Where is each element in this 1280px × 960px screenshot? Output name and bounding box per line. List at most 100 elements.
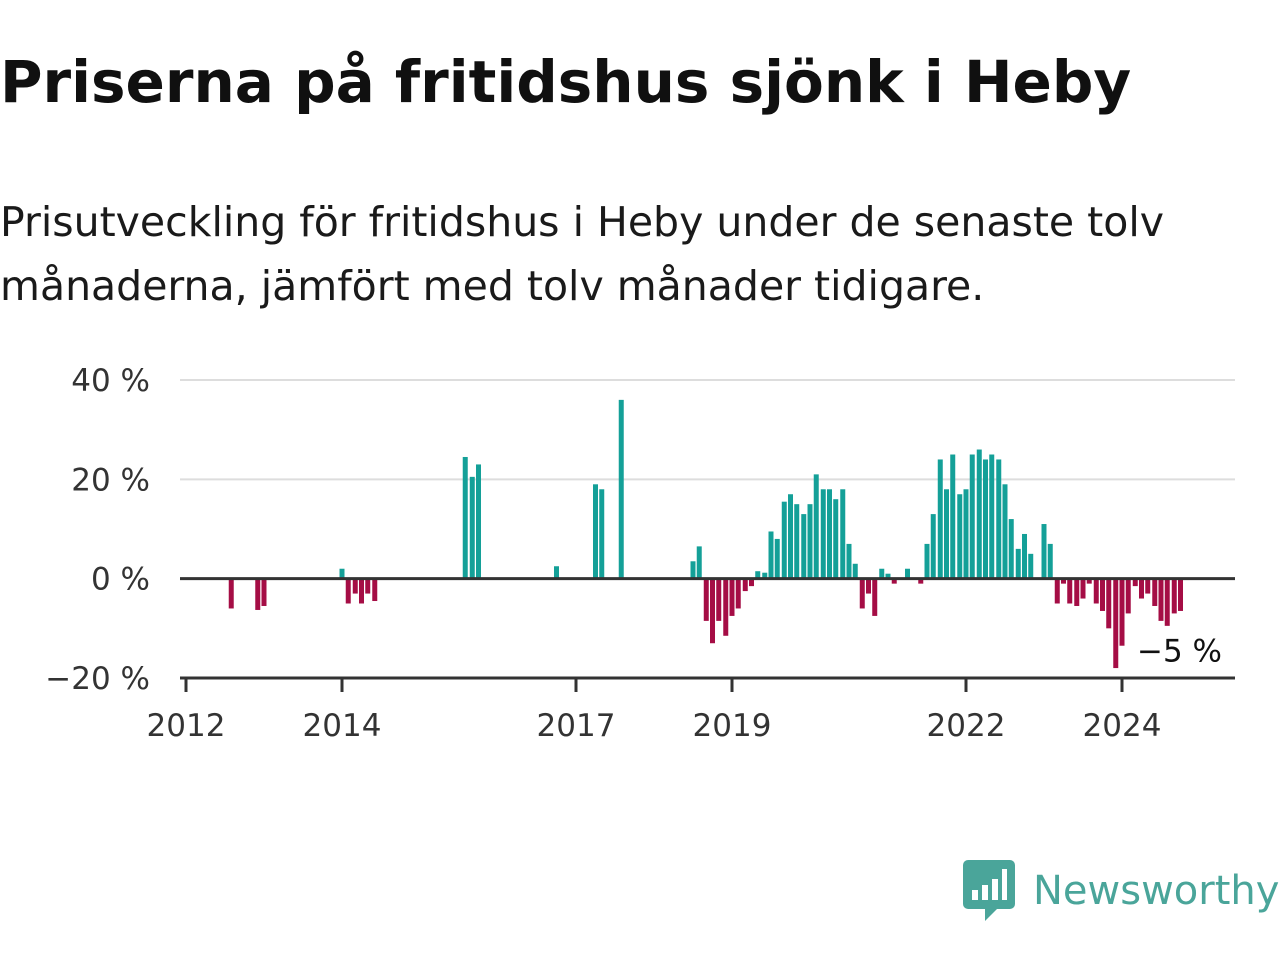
y-tick-label: −20 % (45, 661, 150, 697)
bar (768, 531, 774, 579)
bar (1152, 578, 1158, 606)
bar (261, 578, 267, 606)
bar (742, 578, 748, 592)
chart-title: Priserna på fritidshus sjönk i Heby (0, 48, 1132, 116)
bar (872, 578, 878, 616)
bar (1015, 548, 1021, 579)
bar (801, 514, 807, 579)
bar (723, 578, 729, 636)
bar (885, 573, 891, 579)
newsworthy-logo: Newsworthy (963, 860, 1279, 922)
bar (918, 578, 924, 584)
x-tick-label: 2012 (147, 708, 226, 744)
bar (554, 566, 559, 579)
bar (983, 459, 988, 579)
bar (729, 578, 735, 616)
bar (1028, 553, 1034, 579)
bar (1054, 578, 1060, 604)
bar (1041, 524, 1047, 579)
bar (255, 578, 261, 610)
bars (228, 399, 1183, 669)
bar (820, 489, 826, 579)
bar (1061, 578, 1066, 584)
bar (976, 449, 982, 579)
bar (1047, 543, 1053, 579)
bar (827, 489, 832, 579)
bar (1067, 578, 1073, 604)
bar (716, 578, 722, 621)
bar (846, 543, 852, 579)
bar (1022, 533, 1027, 579)
y-tick-label: 20 % (71, 462, 150, 498)
bar (749, 578, 754, 587)
bar (755, 571, 761, 579)
bar (476, 464, 481, 579)
bar (996, 459, 1002, 579)
newsworthy-chart-icon (963, 860, 1015, 921)
bar (1002, 484, 1008, 579)
bar (1132, 578, 1138, 587)
bar (365, 578, 371, 594)
latest-value-label: −5 % (1137, 634, 1222, 670)
bar (794, 504, 800, 579)
bar (1139, 578, 1144, 599)
bar (833, 499, 839, 579)
bar (924, 543, 930, 579)
bar (228, 578, 234, 609)
bar (1074, 578, 1080, 606)
bar (963, 489, 969, 579)
bar (1093, 578, 1099, 604)
bar (618, 399, 624, 579)
bar (1080, 578, 1086, 599)
bar (1008, 519, 1014, 579)
x-tick-label: 2017 (537, 708, 616, 744)
bar (859, 578, 865, 609)
bar (989, 454, 995, 579)
axes (180, 577, 1235, 692)
x-tick-label: 2022 (927, 708, 1006, 744)
bar (1145, 578, 1151, 594)
bar (807, 504, 813, 579)
gridlines (180, 379, 1235, 481)
bar (593, 484, 598, 579)
bar (969, 454, 975, 579)
bar (762, 572, 768, 579)
bar (339, 568, 345, 579)
bar (813, 474, 819, 579)
bar (781, 501, 787, 579)
bar (937, 459, 943, 579)
tick-labels: −20 % 0 % 20 % 40 % 2012 2014 2017 2019 2022 2024… (45, 363, 1222, 744)
bar (1106, 578, 1112, 629)
bar (372, 578, 378, 602)
bar (852, 563, 858, 579)
y-tick-label: 40 % (71, 363, 150, 399)
bar (1125, 578, 1131, 614)
brand-name: Newsworthy (1033, 868, 1280, 914)
bar (359, 578, 364, 604)
bar (891, 578, 897, 584)
bar (462, 456, 468, 579)
bar (690, 561, 696, 579)
bar (1100, 578, 1105, 611)
bar (957, 494, 963, 579)
y-tick-label: 0 % (91, 562, 150, 598)
bar (703, 578, 709, 621)
bar (788, 494, 793, 579)
bar (1171, 578, 1177, 614)
bar (930, 514, 936, 579)
bar (950, 454, 956, 579)
x-tick-label: 2019 (693, 708, 772, 744)
bar (1164, 578, 1170, 626)
bar-chart: −20 % 0 % 20 % 40 % 2012 2014 2017 2019 2022 2024… (45, 363, 1235, 744)
bar (1086, 578, 1092, 584)
bar (696, 546, 702, 579)
bar (1178, 578, 1183, 611)
bar (469, 476, 475, 579)
bar (710, 578, 715, 644)
x-tick-label: 2014 (303, 708, 382, 744)
bar (735, 578, 741, 609)
bar (1119, 578, 1125, 646)
bar (905, 568, 910, 579)
bar (840, 489, 846, 579)
bar (774, 538, 780, 579)
